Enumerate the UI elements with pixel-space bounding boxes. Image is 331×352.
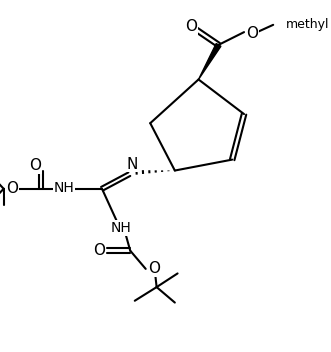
Text: O: O	[6, 181, 18, 196]
Text: methyl: methyl	[286, 18, 329, 31]
Text: O: O	[29, 158, 41, 174]
Text: NH: NH	[111, 221, 131, 235]
Text: O: O	[246, 26, 258, 42]
Text: N: N	[126, 157, 138, 172]
Polygon shape	[199, 44, 221, 80]
Text: O: O	[93, 243, 105, 258]
Text: NH: NH	[53, 181, 74, 195]
Text: O: O	[185, 19, 197, 34]
Text: O: O	[148, 262, 160, 276]
